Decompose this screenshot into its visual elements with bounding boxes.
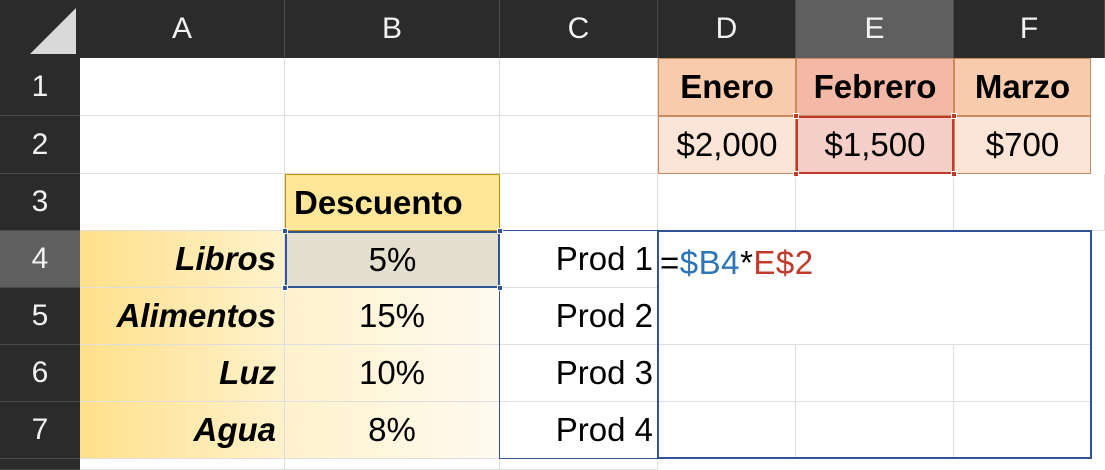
cell-b8[interactable] xyxy=(285,459,500,470)
cell-a7-agua[interactable]: Agua xyxy=(80,402,285,459)
row-header-3[interactable]: 3 xyxy=(0,174,80,231)
cell-e3[interactable] xyxy=(796,174,954,231)
cell-d2-value[interactable]: $2,000 xyxy=(658,116,796,174)
cell-b1[interactable] xyxy=(285,58,500,116)
cell-b5-discount[interactable]: 15% xyxy=(285,288,500,345)
formula-equals: = xyxy=(660,244,680,281)
cell-f1-marzo[interactable]: Marzo xyxy=(954,58,1091,116)
column-header-e[interactable]: E xyxy=(796,0,954,58)
cell-a4-libros[interactable]: Libros xyxy=(80,231,285,288)
column-header-f[interactable]: F xyxy=(954,0,1105,58)
ref-handle-e2-bl[interactable] xyxy=(793,171,799,177)
row-header-8-partial[interactable] xyxy=(0,459,80,470)
formula-ref-e2: E$2 xyxy=(753,244,814,281)
cell-e7[interactable] xyxy=(796,402,954,459)
select-all-corner[interactable] xyxy=(0,0,80,58)
cell-c8[interactable] xyxy=(500,459,658,470)
cell-c5-product[interactable]: Prod 2 xyxy=(500,288,658,345)
formula-operator: * xyxy=(740,244,754,281)
cell-f2-value[interactable]: $700 xyxy=(954,116,1091,174)
cell-d3[interactable] xyxy=(658,174,796,231)
cell-c6-product[interactable]: Prod 3 xyxy=(500,345,658,402)
cell-a1[interactable] xyxy=(80,58,285,116)
cell-d6[interactable] xyxy=(658,345,796,402)
cell-d1-enero[interactable]: Enero xyxy=(658,58,796,116)
cell-a6-luz[interactable]: Luz xyxy=(80,345,285,402)
ref-handle-e2-tl[interactable] xyxy=(793,113,799,119)
fill-handle-bottom-left[interactable] xyxy=(282,285,288,291)
row-header-2[interactable]: 2 xyxy=(0,116,80,174)
cell-c2[interactable] xyxy=(500,116,658,174)
cell-a3[interactable] xyxy=(80,174,285,231)
formula-ref-b4: $B4 xyxy=(679,244,740,281)
column-header-a[interactable]: A xyxy=(80,0,285,58)
cell-c4-product[interactable]: Prod 1 xyxy=(500,231,658,288)
cell-f7[interactable] xyxy=(954,402,1091,459)
range-outline-c4-c7 xyxy=(499,230,659,459)
cell-e2-value[interactable]: $1,500 xyxy=(796,116,954,174)
cell-b7-discount[interactable]: 8% xyxy=(285,402,500,459)
row-header-1[interactable]: 1 xyxy=(0,58,80,116)
cell-a2[interactable] xyxy=(80,116,285,174)
fill-handle-bottom-right[interactable] xyxy=(497,285,503,291)
row-header-7[interactable]: 7 xyxy=(0,402,80,459)
column-header-c[interactable]: C xyxy=(500,0,658,58)
column-header-b[interactable]: B xyxy=(285,0,500,58)
row-header-6[interactable]: 6 xyxy=(0,345,80,402)
cell-f3[interactable] xyxy=(954,174,1105,231)
cell-b3-descuento[interactable]: Descuento xyxy=(285,174,500,231)
fill-handle-top-right[interactable] xyxy=(497,228,503,234)
cell-a5-alimentos[interactable]: Alimentos xyxy=(80,288,285,345)
select-all-triangle-icon xyxy=(30,8,76,54)
cell-b2[interactable] xyxy=(285,116,500,174)
fill-handle-top-left[interactable] xyxy=(282,228,288,234)
column-header-d[interactable]: D xyxy=(658,0,796,58)
row-header-5[interactable]: 5 xyxy=(0,288,80,345)
formula-editor[interactable]: = $B4 * E$2 xyxy=(660,241,814,285)
cell-b4-discount[interactable]: 5% xyxy=(285,231,500,288)
cell-e6[interactable] xyxy=(796,345,954,402)
cell-c1[interactable] xyxy=(500,58,658,116)
cell-f6[interactable] xyxy=(954,345,1091,402)
cell-a8[interactable] xyxy=(80,459,285,470)
row-header-4[interactable]: 4 xyxy=(0,231,80,288)
formula-edit-area[interactable] xyxy=(658,231,1091,345)
cell-c3[interactable] xyxy=(500,174,658,231)
cell-b6-discount[interactable]: 10% xyxy=(285,345,500,402)
ref-handle-e2-br[interactable] xyxy=(951,171,957,177)
ref-handle-e2-tr[interactable] xyxy=(951,113,957,119)
cell-e1-febrero[interactable]: Febrero xyxy=(796,58,954,116)
cell-d7[interactable] xyxy=(658,402,796,459)
